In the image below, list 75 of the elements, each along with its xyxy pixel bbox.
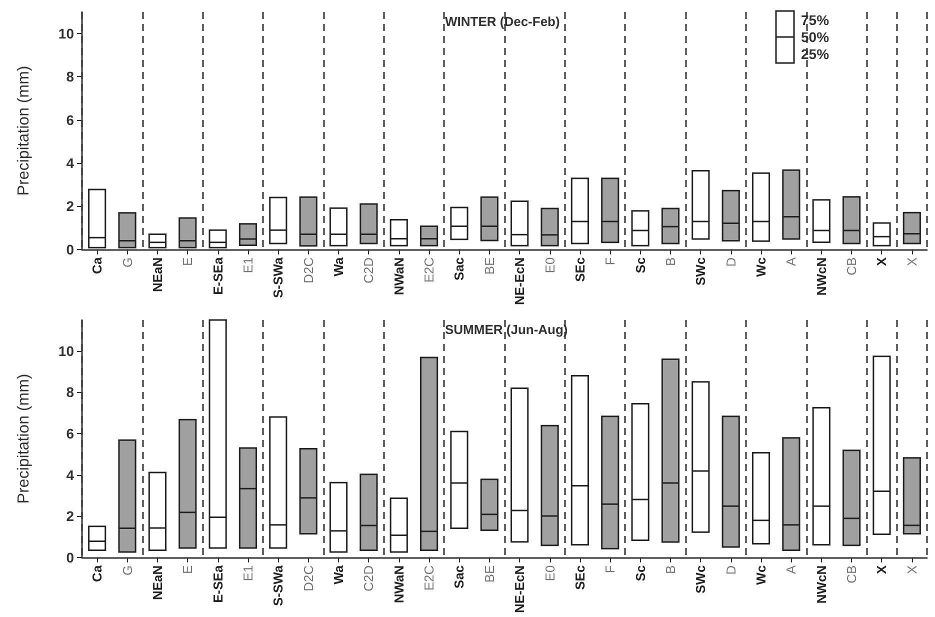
x-tick-label: X	[904, 564, 920, 574]
x-tick-label: C2D	[361, 565, 376, 592]
annotation: 50%	[801, 28, 830, 46]
x-tick-label: E0	[542, 565, 558, 582]
y-axis-title: Precipitation (mm)	[16, 374, 32, 504]
x-tick-label: CB	[844, 565, 860, 584]
x-tick-label: Sac	[452, 565, 467, 588]
x-tick-label: NEaN	[150, 565, 165, 600]
y-tick-label: 8	[66, 68, 74, 85]
x-tick-label: Wa	[331, 256, 346, 276]
annotation: 25%	[801, 46, 830, 62]
y-tick-label: 6	[66, 112, 74, 128]
x-tick-label: NWcN	[814, 257, 829, 296]
y-tick-label: 2	[66, 198, 74, 214]
x-tick-label: D	[723, 257, 738, 267]
x-tick-label: D	[723, 565, 738, 575]
x-tick-label: X	[874, 564, 890, 574]
x-tick-label: G	[120, 565, 135, 576]
x-tick-label: Wc	[754, 257, 769, 277]
x-tick-label: Wc	[754, 565, 769, 585]
x-tick-label: A	[784, 256, 799, 266]
y-tick-label: 4	[66, 466, 74, 483]
y-tick-label: 0	[66, 241, 74, 258]
x-tick-label: X	[904, 256, 920, 266]
x-tick-label: B	[662, 257, 678, 266]
x-tick-label: Wa	[331, 564, 346, 584]
x-tick-label: E0	[542, 257, 558, 274]
x-tick-label: G	[120, 257, 135, 268]
x-tick-label: SWc	[693, 565, 708, 594]
x-tick-label: D2C	[300, 257, 316, 284]
x-tick-label: BE	[482, 256, 497, 275]
y-tick-label: 6	[66, 426, 74, 442]
x-tick-label: A	[784, 564, 799, 574]
x-tick-label: E	[180, 564, 196, 574]
y-tick-label: 4	[66, 155, 74, 172]
x-tick-label: E2C	[422, 565, 437, 591]
x-tick-label: SWc	[693, 257, 708, 286]
y-tick-label: 0	[66, 549, 74, 566]
x-tick-label: Sac	[452, 257, 467, 280]
x-tick-label: BE	[482, 564, 497, 583]
x-tick-label: SEc	[572, 565, 588, 590]
y-tick-label: 10	[58, 26, 74, 42]
x-tick-label: Ca	[90, 256, 105, 274]
y-tick-label: 8	[66, 384, 74, 400]
y-tick-label: 10	[58, 342, 74, 359]
x-tick-label: NE-EcN	[512, 257, 528, 306]
x-tick-label: E-SEa	[210, 256, 226, 295]
chart-title: SUMMER (Jun-Aug)	[445, 322, 568, 337]
x-tick-label: NWaN	[391, 565, 406, 604]
x-tick-label: D2C	[300, 565, 316, 592]
x-tick-label: E	[180, 256, 196, 266]
x-tick-label: Sc	[632, 257, 648, 274]
x-tick-label: S-SWa	[270, 256, 286, 298]
y-axis-title: Precipitation (mm)	[16, 66, 32, 196]
x-tick-label: F	[602, 565, 618, 574]
x-tick-label: NE-EcN	[512, 565, 528, 614]
x-tick-label: NWaN	[391, 257, 406, 296]
annotation: 75%	[801, 12, 830, 28]
x-tick-label: NEaN	[150, 257, 165, 292]
x-tick-label: E-SEa	[210, 564, 226, 603]
x-tick-label: C2D	[361, 257, 376, 284]
x-tick-label: Ca	[90, 564, 105, 582]
x-tick-label: SEc	[572, 257, 588, 282]
x-tick-label: NWcN	[814, 565, 829, 604]
x-tick-label: E2C	[422, 257, 437, 283]
x-tick-label: S-SWa	[270, 564, 286, 606]
x-tick-label: B	[662, 565, 678, 574]
x-tick-label: E1	[240, 257, 256, 274]
y-tick-label: 2	[66, 508, 74, 524]
x-tick-label: CB	[844, 257, 860, 276]
x-tick-label: F	[602, 257, 618, 266]
x-tick-label: X	[874, 256, 890, 266]
x-tick-label: Sc	[632, 565, 648, 582]
chart-title: WINTER (Dec-Feb)	[445, 14, 560, 29]
x-tick-label: E1	[240, 565, 256, 582]
